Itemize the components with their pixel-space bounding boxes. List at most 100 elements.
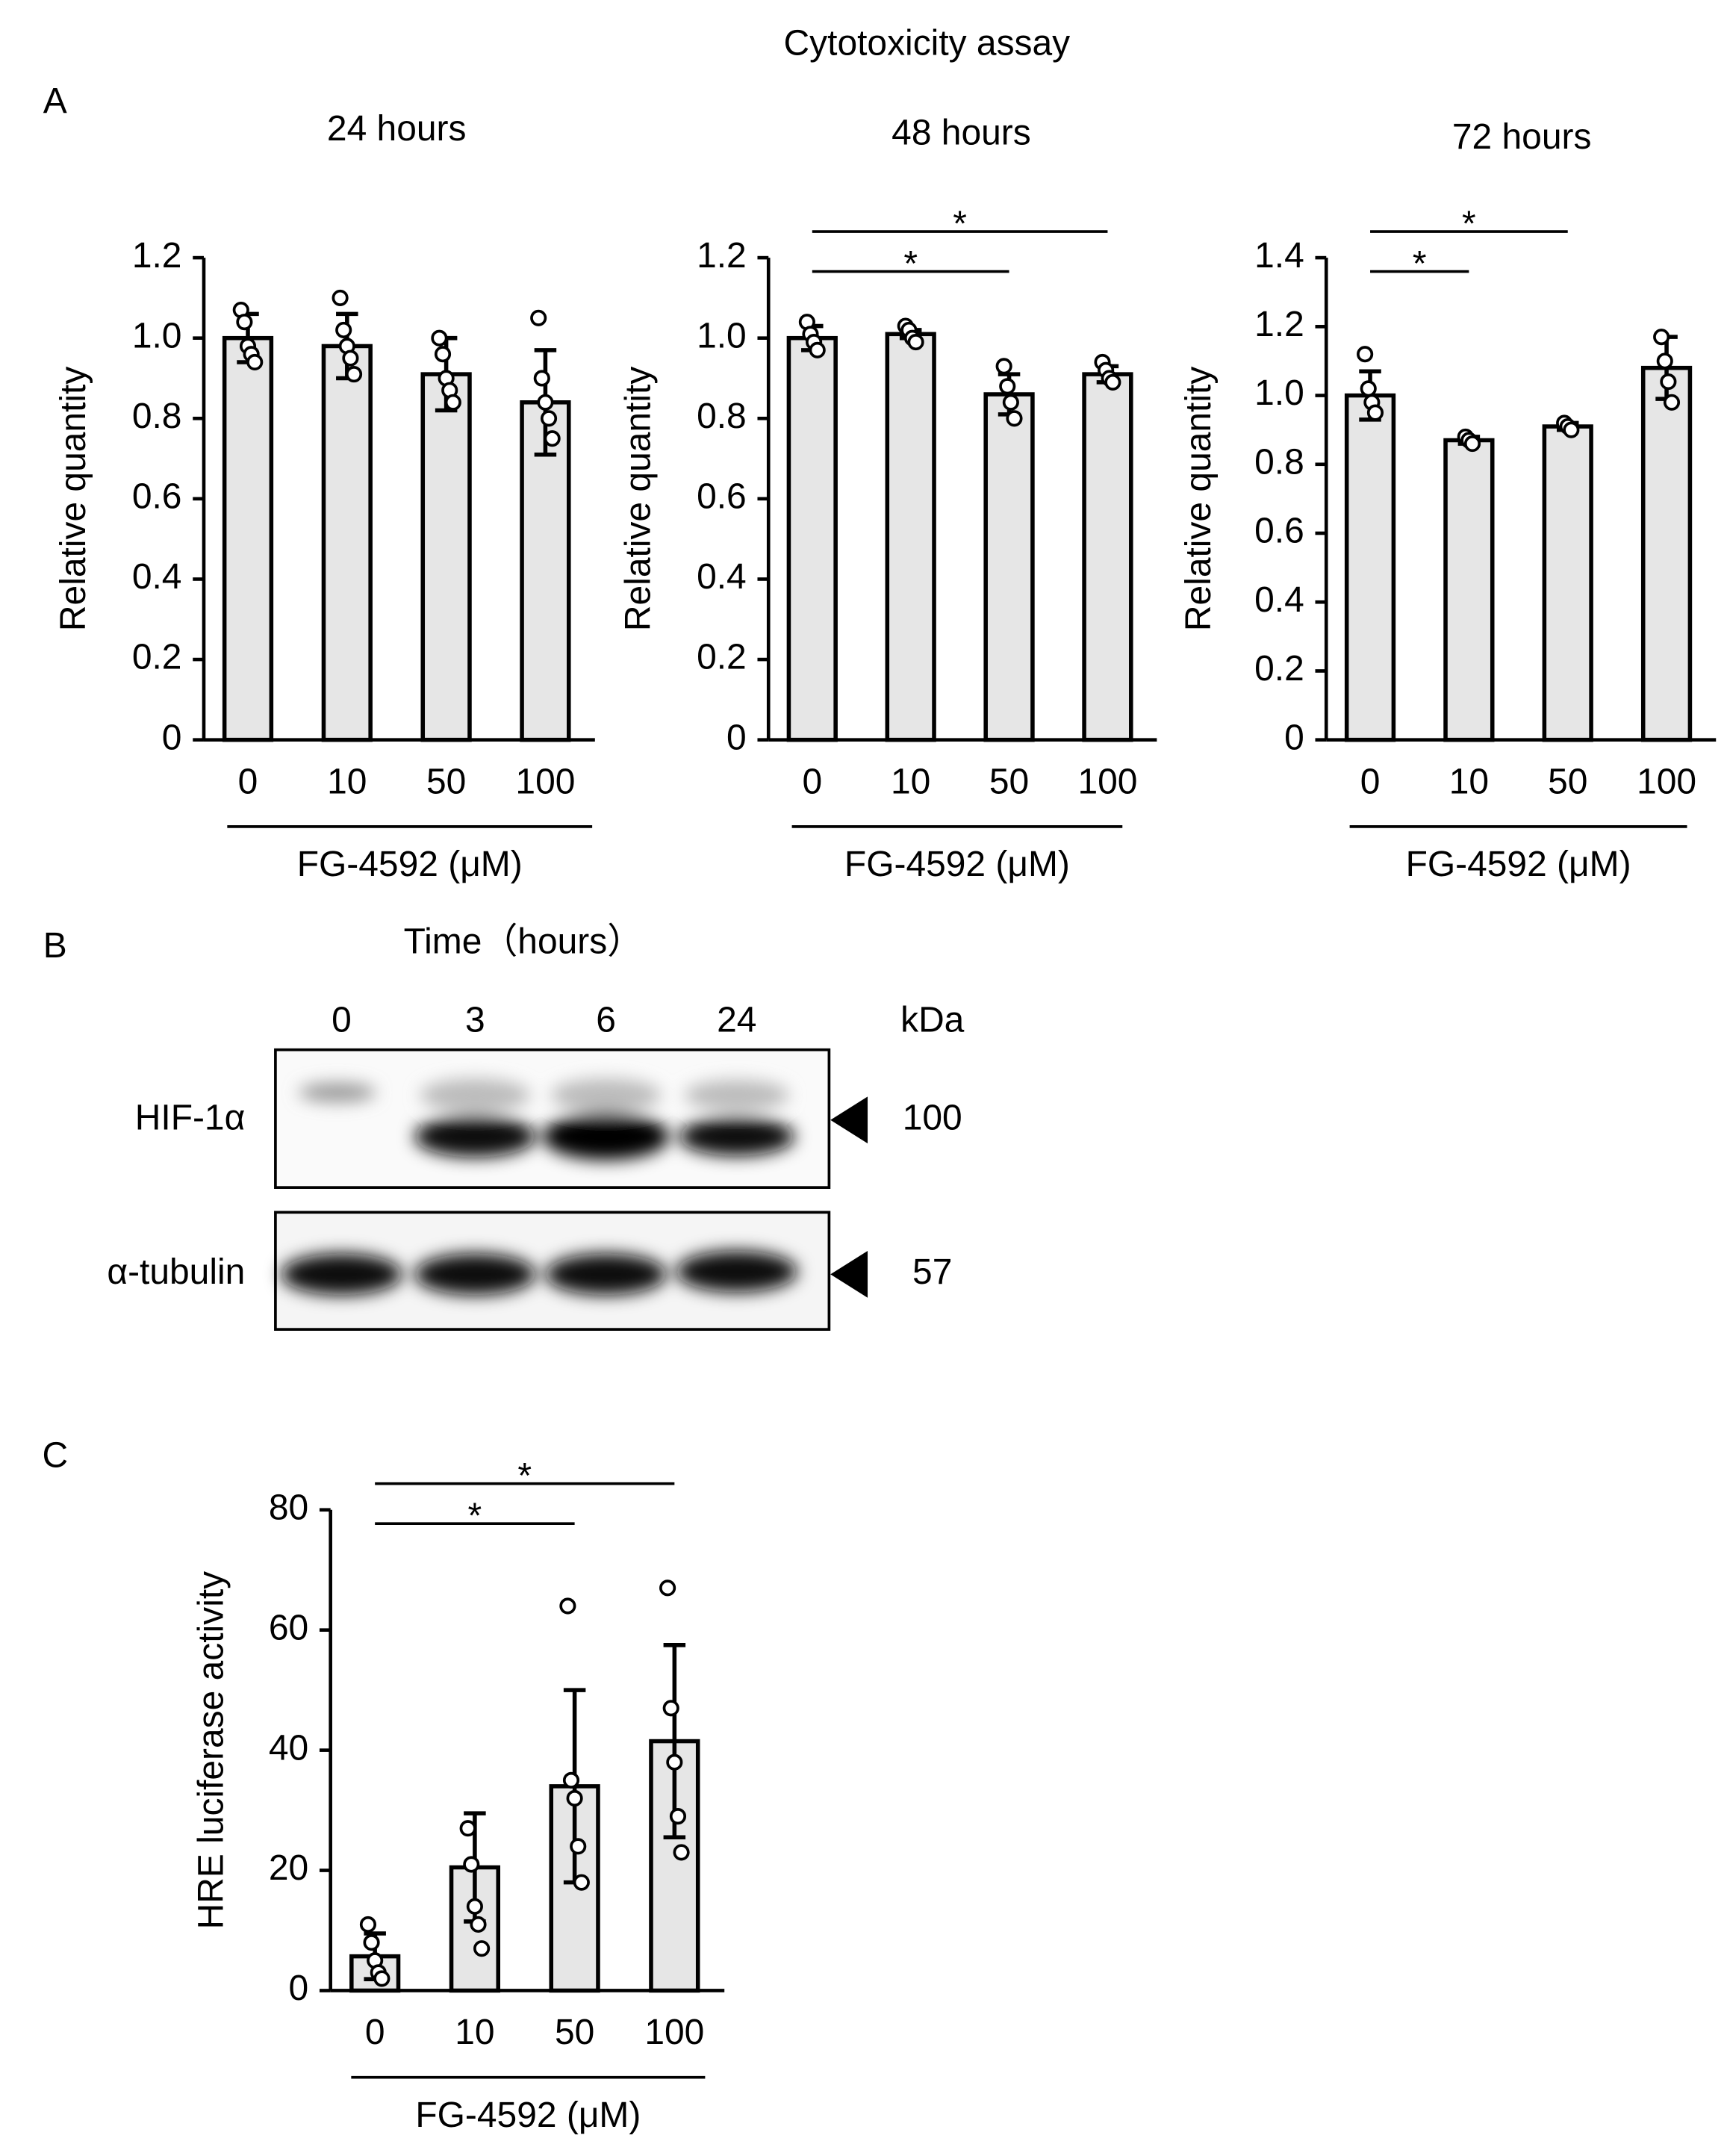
x-tick-label: 0 xyxy=(238,762,258,801)
x-axis-label: FG-4592 (μM) xyxy=(844,845,1070,884)
y-axis-label: HRE luciferase activity xyxy=(192,1571,231,1930)
bar xyxy=(222,335,274,742)
kda-label: 100 xyxy=(903,1098,962,1137)
y-tick-label: 1.0 xyxy=(132,316,182,355)
data-point xyxy=(345,366,363,383)
y-tick-label: 0 xyxy=(1284,718,1304,757)
y-tick-label: 0.4 xyxy=(132,557,182,597)
bar xyxy=(1640,365,1693,742)
y-axis-label: Relative quantity xyxy=(54,367,93,631)
y-tick-label: 0.2 xyxy=(697,638,747,677)
western-blot: Time（hours） 0 3 6 24 kDa HIF-1α α-tubuli… xyxy=(107,922,965,1331)
y-axis-label: Relative quantity xyxy=(618,367,658,631)
blot-title: Time（hours） xyxy=(404,922,644,961)
data-point xyxy=(533,370,550,387)
y-tick-label: 60 xyxy=(269,1608,308,1647)
data-point xyxy=(999,378,1016,395)
data-point xyxy=(332,289,349,306)
data-point xyxy=(463,1856,480,1873)
data-point xyxy=(1360,380,1377,397)
x-tick-label: 10 xyxy=(891,762,930,801)
chart-title: 48 hours xyxy=(891,114,1031,153)
data-point xyxy=(1002,394,1019,411)
bar xyxy=(1344,393,1396,742)
x-tick-label: 100 xyxy=(515,762,575,801)
data-point xyxy=(1660,373,1677,391)
bar xyxy=(983,392,1035,742)
arrowhead xyxy=(830,1096,868,1144)
data-point xyxy=(1463,435,1481,453)
data-point xyxy=(669,1808,687,1825)
data-point xyxy=(1104,373,1121,391)
data-point xyxy=(659,1579,676,1597)
data-point xyxy=(1366,404,1384,421)
x-tick-label: 50 xyxy=(1548,762,1587,801)
bar xyxy=(1082,372,1133,742)
data-point xyxy=(359,1916,377,1933)
bar xyxy=(520,400,571,742)
data-point xyxy=(236,314,253,331)
x-axis-label: FG-4592 (μM) xyxy=(415,2096,641,2135)
x-axis-label: FG-4592 (μM) xyxy=(1406,845,1631,884)
data-point xyxy=(540,410,558,427)
y-tick-label: 80 xyxy=(269,1488,308,1527)
y-tick-label: 0.8 xyxy=(697,397,747,436)
x-tick-label: 10 xyxy=(1449,762,1489,801)
significance-label: * xyxy=(903,244,918,284)
y-tick-label: 1.2 xyxy=(1254,305,1304,344)
bar xyxy=(786,335,838,742)
bar xyxy=(420,372,472,742)
data-point xyxy=(1006,410,1023,427)
chart-title: 72 hours xyxy=(1452,117,1592,157)
y-tick-label: 1.2 xyxy=(697,236,747,276)
data-point xyxy=(246,353,264,371)
y-tick-label: 1.0 xyxy=(697,316,747,355)
data-point xyxy=(363,1934,380,1951)
y-tick-label: 0 xyxy=(162,718,182,757)
y-tick-label: 20 xyxy=(269,1848,308,1888)
figure-title: Cytotoxicity assay xyxy=(784,24,1071,63)
data-point xyxy=(431,329,448,347)
data-point xyxy=(342,350,359,367)
y-axis-label: Relative quantity xyxy=(1179,367,1219,631)
y-tick-label: 1.4 xyxy=(1254,236,1304,276)
x-tick-label: 100 xyxy=(644,2013,704,2052)
data-point xyxy=(459,1820,476,1837)
data-point xyxy=(473,1940,491,1957)
data-point xyxy=(335,321,352,339)
panel-label: A xyxy=(43,81,67,121)
y-tick-label: 0.8 xyxy=(132,397,182,436)
y-tick-label: 0.2 xyxy=(132,638,182,677)
data-point xyxy=(1563,421,1580,438)
significance-label: * xyxy=(517,1456,532,1496)
data-point xyxy=(1357,346,1374,363)
data-point xyxy=(573,1874,590,1891)
bands xyxy=(299,1078,795,1161)
data-point xyxy=(530,309,547,326)
significance-label: * xyxy=(1462,204,1476,243)
y-tick-label: 0.4 xyxy=(697,557,747,597)
bands xyxy=(281,1250,797,1296)
data-point xyxy=(995,358,1012,375)
x-tick-label: 50 xyxy=(555,2013,594,2052)
row-label: α-tubulin xyxy=(107,1252,245,1292)
panel-label: C xyxy=(42,1435,68,1475)
y-tick-label: 0.8 xyxy=(1254,442,1304,482)
error-bar xyxy=(663,1643,686,1840)
data-point xyxy=(673,1844,690,1861)
y-tick-label: 0.6 xyxy=(132,477,182,517)
y-tick-label: 0.2 xyxy=(1254,649,1304,689)
arrowhead xyxy=(830,1250,868,1298)
data-point xyxy=(566,1789,583,1807)
y-tick-label: 1.0 xyxy=(1254,373,1304,413)
data-point xyxy=(373,1970,390,1987)
panel-label: B xyxy=(43,926,67,966)
bar xyxy=(321,344,373,742)
lane-label: 24 xyxy=(717,1000,756,1040)
x-tick-label: 0 xyxy=(1360,762,1381,801)
data-point xyxy=(537,394,554,411)
x-tick-label: 50 xyxy=(426,762,466,801)
data-point xyxy=(1656,352,1673,370)
bar xyxy=(885,332,936,742)
data-point xyxy=(434,346,452,363)
